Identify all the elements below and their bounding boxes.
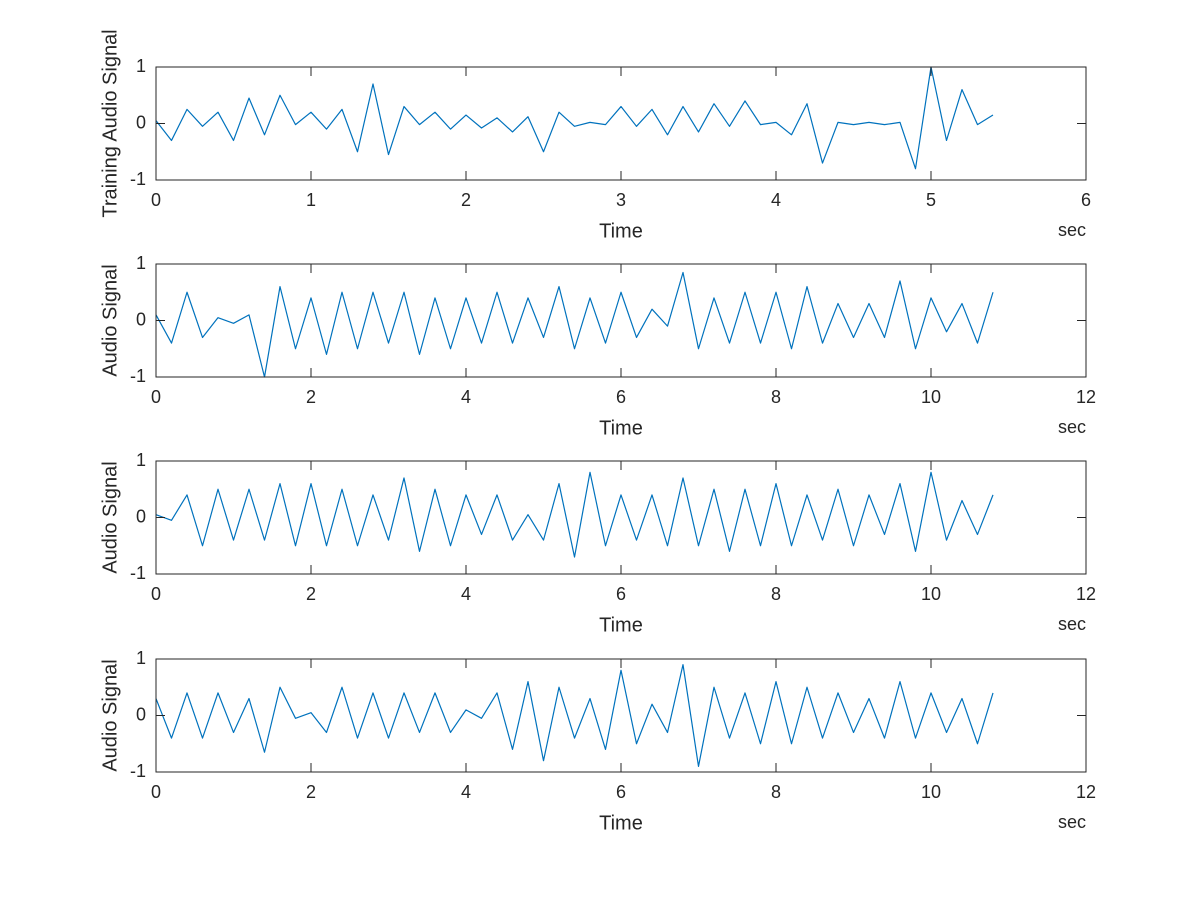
y-tick-label: 1	[136, 450, 146, 470]
x-tick-label: 6	[616, 782, 626, 802]
x-axis-label: Time	[599, 220, 643, 242]
y-tick-label: -1	[130, 366, 146, 386]
x-tick-label: 10	[921, 387, 941, 407]
x-tick-label: 2	[306, 387, 316, 407]
axes-background	[156, 264, 1086, 377]
x-tick-label: 4	[771, 190, 781, 210]
x-axis-label: Time	[599, 417, 643, 439]
y-tick-label: 0	[136, 704, 146, 724]
x-tick-label: 3	[616, 190, 626, 210]
x-unit-label: sec	[1058, 417, 1086, 437]
x-tick-label: 6	[616, 584, 626, 604]
x-axis-label: Time	[599, 614, 643, 636]
x-tick-label: 0	[151, 584, 161, 604]
y-tick-label: 0	[136, 309, 146, 329]
y-tick-label: 1	[136, 56, 146, 76]
x-unit-label: sec	[1058, 220, 1086, 240]
x-tick-label: 2	[306, 584, 316, 604]
x-tick-label: 10	[921, 584, 941, 604]
x-tick-label: 4	[461, 387, 471, 407]
x-axis-label: Time	[599, 812, 643, 834]
axes-background	[156, 67, 1086, 180]
x-tick-label: 6	[616, 387, 626, 407]
y-axis-label: Training Audio Signal	[99, 29, 121, 217]
x-tick-label: 12	[1076, 782, 1096, 802]
y-tick-label: 1	[136, 253, 146, 273]
axes-background	[156, 461, 1086, 574]
x-tick-label: 12	[1076, 584, 1096, 604]
y-axis-label: Audio Signal	[99, 264, 121, 376]
signal-line	[155, 664, 994, 767]
signal-line	[155, 66, 994, 170]
x-tick-label: 8	[771, 782, 781, 802]
y-tick-label: -1	[130, 169, 146, 189]
x-tick-label: 2	[306, 782, 316, 802]
x-tick-label: 0	[151, 190, 161, 210]
signal-line	[155, 271, 994, 378]
y-tick-label: -1	[130, 761, 146, 781]
x-tick-label: 1	[306, 190, 316, 210]
y-tick-label: 1	[136, 648, 146, 668]
x-tick-label: 4	[461, 584, 471, 604]
x-tick-label: 2	[461, 190, 471, 210]
signal-line	[155, 471, 994, 558]
x-tick-label: 0	[151, 387, 161, 407]
y-tick-label: -1	[130, 563, 146, 583]
x-tick-label: 4	[461, 782, 471, 802]
x-tick-label: 8	[771, 387, 781, 407]
x-tick-label: 6	[1081, 190, 1091, 210]
x-tick-label: 5	[926, 190, 936, 210]
axes-background	[156, 659, 1086, 772]
x-unit-label: sec	[1058, 614, 1086, 634]
y-axis-label: Audio Signal	[99, 659, 121, 771]
y-tick-label: 0	[136, 112, 146, 132]
y-axis-label: Audio Signal	[99, 461, 121, 573]
x-tick-label: 8	[771, 584, 781, 604]
x-unit-label: sec	[1058, 812, 1086, 832]
x-tick-label: 0	[151, 782, 161, 802]
x-tick-label: 10	[921, 782, 941, 802]
y-tick-label: 0	[136, 506, 146, 526]
x-tick-label: 12	[1076, 387, 1096, 407]
